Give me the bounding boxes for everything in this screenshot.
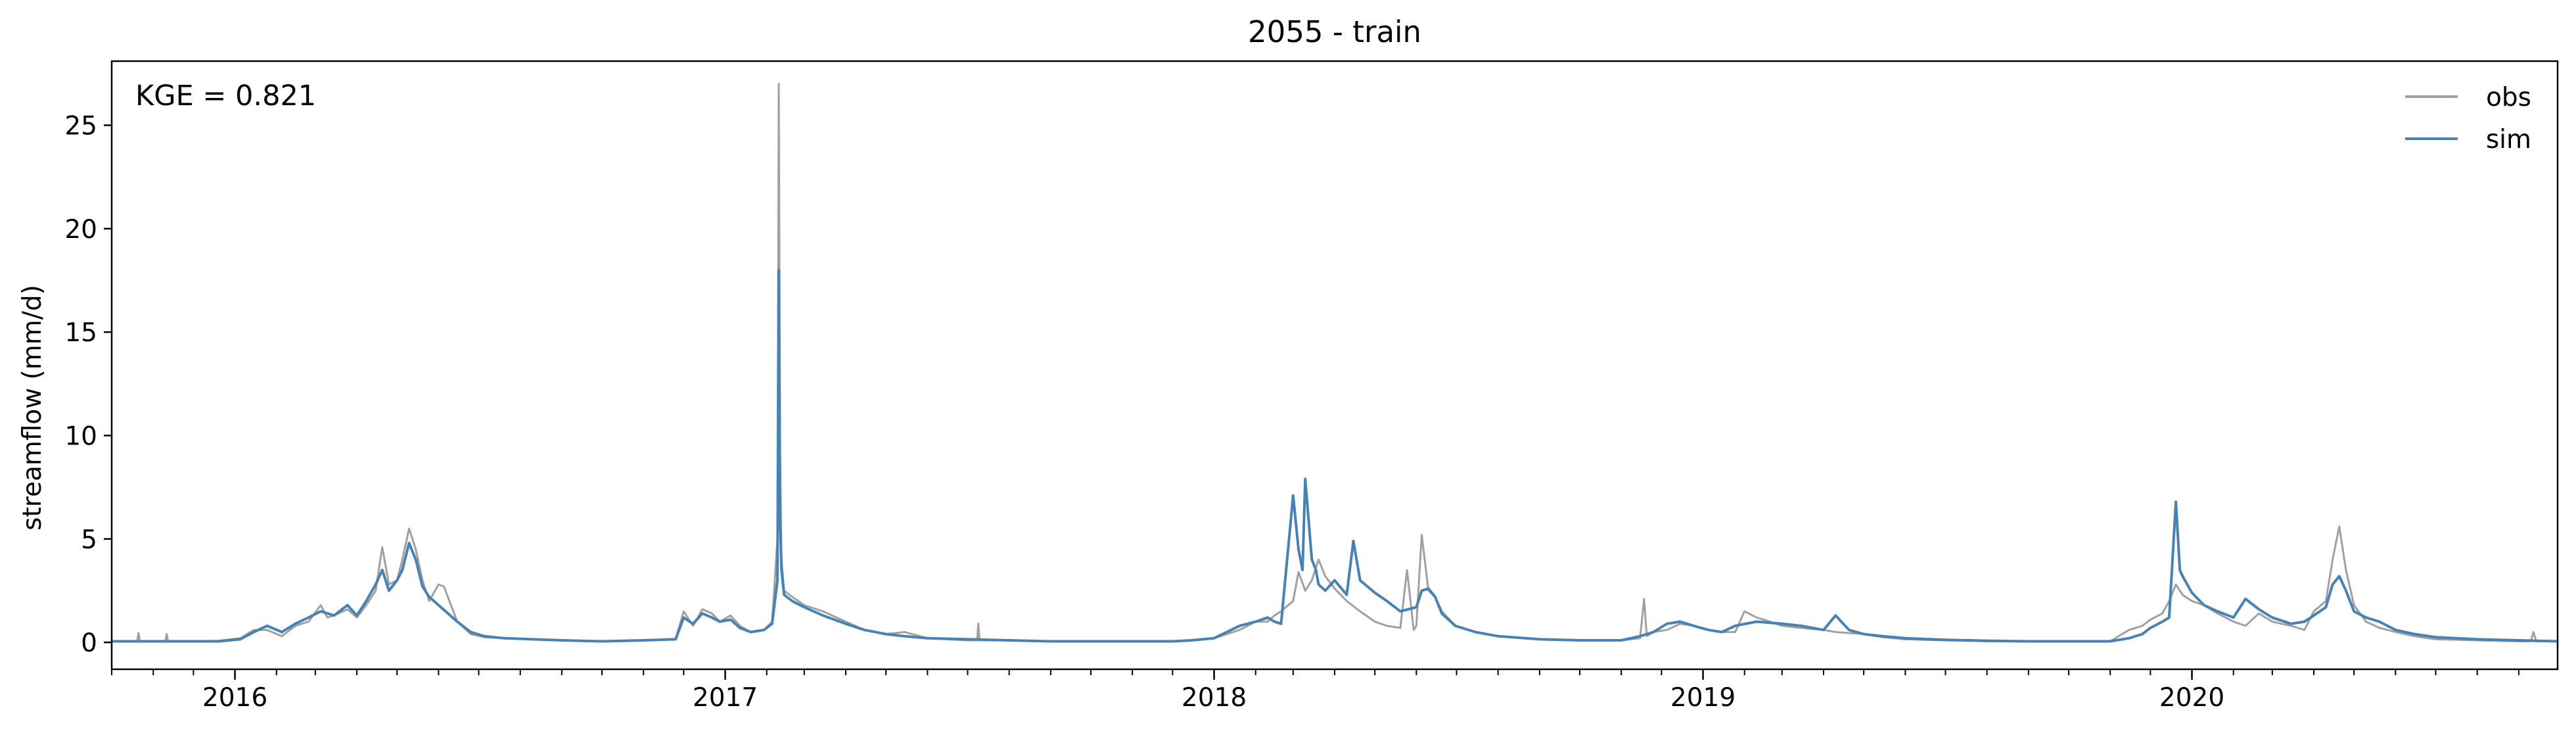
legend-label-obs: obs [2486, 83, 2531, 112]
x-tick-label: 2016 [202, 683, 267, 713]
x-tick-label: 2020 [2159, 683, 2224, 713]
series-layer [112, 83, 2558, 643]
x-tick-label: 2018 [1182, 683, 1247, 713]
y-tick-label: 5 [81, 525, 97, 555]
x-tick-label: 2017 [693, 683, 758, 713]
series-line-obs [112, 83, 2558, 642]
y-tick-label: 0 [81, 628, 97, 658]
series-line-sim [112, 268, 2558, 643]
legend: obs sim [2405, 83, 2531, 154]
y-tick-label: 20 [64, 215, 97, 245]
y-tick-label: 25 [64, 112, 97, 141]
y-axis: 0 5 10 15 20 25 [64, 112, 112, 658]
legend-label-sim: sim [2486, 125, 2531, 154]
y-tick-label: 10 [64, 421, 97, 451]
chart-title: 2055 - train [1248, 14, 1421, 49]
x-tick-label: 2019 [1670, 683, 1736, 713]
kge-annotation: KGE = 0.821 [135, 80, 316, 112]
x-axis: 2016 2017 2018 2019 2020 [111, 669, 2519, 713]
y-axis-label: streamflow (mm/d) [18, 285, 47, 531]
y-tick-label: 15 [64, 318, 97, 348]
